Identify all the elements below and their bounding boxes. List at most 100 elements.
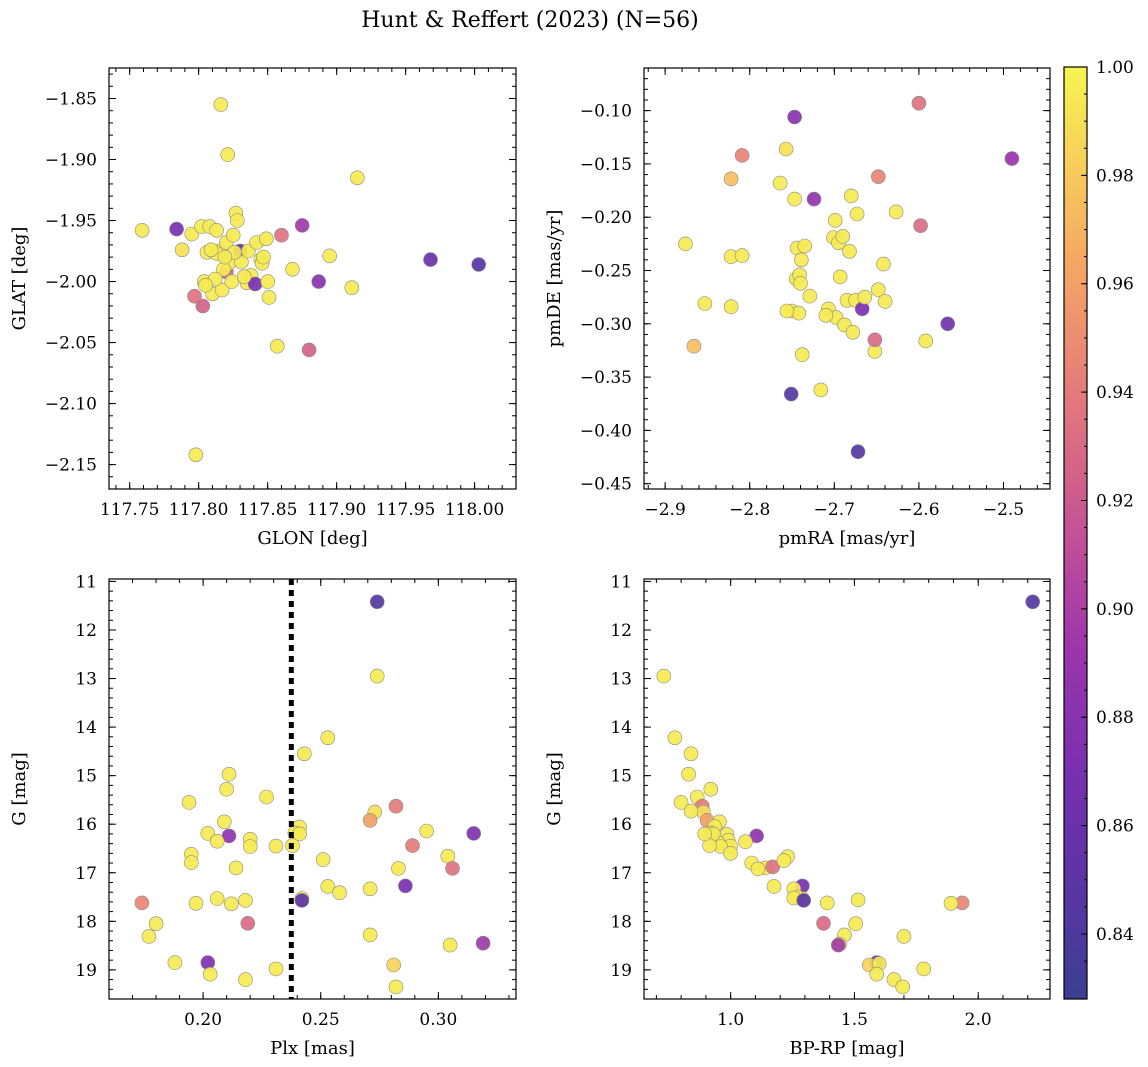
point-pm-44 [870,169,886,184]
point-pm-16 [791,305,807,321]
point-plx-30 [440,848,456,864]
colorbar-tick-label: 0.94 [1096,383,1134,403]
point-cmd-45 [896,929,912,944]
point-cmd-1 [656,668,672,684]
point-pos-50 [203,242,219,258]
point-pm-22 [802,288,818,304]
point-cmd-0 [1025,594,1040,610]
point-pm-10 [783,386,799,402]
point-pm-1 [686,338,702,354]
points-cmd [656,594,1040,995]
point-cmd-43 [848,916,864,932]
point-plx-23 [405,838,420,853]
point-plx-17 [242,839,258,854]
colorbar-tick-label: 0.84 [1096,925,1134,945]
point-plx-2 [320,730,336,746]
point-plx-5 [219,781,234,797]
axes-frame-cmd [643,578,1051,1000]
point-pos-54 [217,249,233,265]
point-plx-4 [221,766,237,782]
point-pm-50 [913,218,928,233]
point-plx-38 [224,896,239,912]
point-pos-42 [344,280,360,296]
point-plx-6 [181,795,197,810]
point-pos-46 [188,447,204,463]
point-pm-54 [779,303,795,319]
point-pos-31 [256,249,271,265]
ylabel-pm: pmDE [mas/yr] [544,210,565,348]
point-pos-1 [169,221,184,237]
point-pm-53 [1004,151,1020,166]
point-plx-29 [391,861,406,876]
point-pm-2 [697,296,713,311]
ytick-label-pos: −2.05 [45,334,97,354]
point-plx-33 [320,879,336,894]
point-plx-47 [167,955,183,970]
point-pos-35 [269,338,285,354]
point-pos-18 [224,274,240,289]
point-plx-41 [294,893,310,908]
point-pm-48 [888,204,904,220]
point-plx-3 [296,746,312,762]
point-pos-5 [195,298,211,314]
xlabel-pos: GLON [deg] [257,528,367,549]
point-plx-55 [475,935,491,951]
point-pm-34 [842,244,857,259]
point-pos-45 [471,257,487,272]
point-pm-35 [843,188,859,204]
ytick-label-cmd: 11 [610,572,632,592]
point-pm-21 [797,238,813,254]
ylabel-plx: G [mag] [9,752,30,825]
xtick-label-pos: 117.80 [169,500,228,520]
point-pm-12 [787,109,802,125]
xtick-label-plx: 0.30 [419,1010,457,1030]
point-cmd-30 [776,853,792,868]
ylabel-pos: GLAT [deg] [9,227,30,331]
colorbar-tick-label: 0.98 [1096,166,1134,186]
point-cmd-6 [673,795,689,810]
point-plx-11 [217,814,232,830]
point-plx-50 [238,972,253,987]
point-cmd-47 [830,937,846,953]
ytick-label-pm: −0.30 [580,315,632,335]
point-plx-0 [369,594,385,610]
ytick-label-pm: −0.45 [580,475,632,495]
point-cmd-40 [850,892,866,908]
ytick-label-cmd: 16 [610,815,632,835]
xlabel-pm: pmRA [mas/yr] [779,528,916,549]
point-cmd-25 [723,845,738,861]
colorbar-gradient [1063,66,1088,1000]
point-cmd-55 [750,861,766,877]
point-pm-30 [832,269,848,285]
xtick-label-cmd: 1.5 [841,1010,868,1030]
point-pm-41 [857,289,873,305]
point-pm-52 [940,316,956,332]
point-pos-43 [349,170,365,186]
panel-plx: 0.20 0.25 0.30 11 12 13 14 15 16 17 18 19 Plx [mas] G… [9,572,517,1059]
ylabel-cmd: G [mag] [544,752,565,825]
point-cmd-12 [683,803,699,819]
point-pos-41 [322,248,338,264]
point-pos-39 [301,342,317,358]
point-pm-5 [723,299,739,315]
xtick-label-pos: 117.75 [100,500,159,520]
point-plx-52 [386,957,402,973]
axes-frame-pm [643,67,1051,490]
point-plx-43 [148,916,164,932]
point-plx-35 [134,895,150,911]
ytick-label-plx: 19 [75,961,97,981]
point-plx-18 [209,833,225,849]
xtick-label-pos: 117.95 [376,500,435,520]
ytick-label-cmd: 19 [610,961,632,981]
colorbar-tick-label: 1.00 [1096,58,1134,78]
point-pm-49 [911,95,927,111]
xtick-label-plx: 0.20 [184,1010,222,1030]
point-pm-46 [876,256,891,272]
point-pos-16 [220,147,235,162]
point-pos-44 [423,252,438,267]
point-plx-34 [362,881,378,897]
point-pm-6 [734,148,750,163]
point-pm-23 [806,191,822,207]
colorbar-tick-label: 0.90 [1096,600,1134,620]
point-pm-47 [877,294,893,309]
